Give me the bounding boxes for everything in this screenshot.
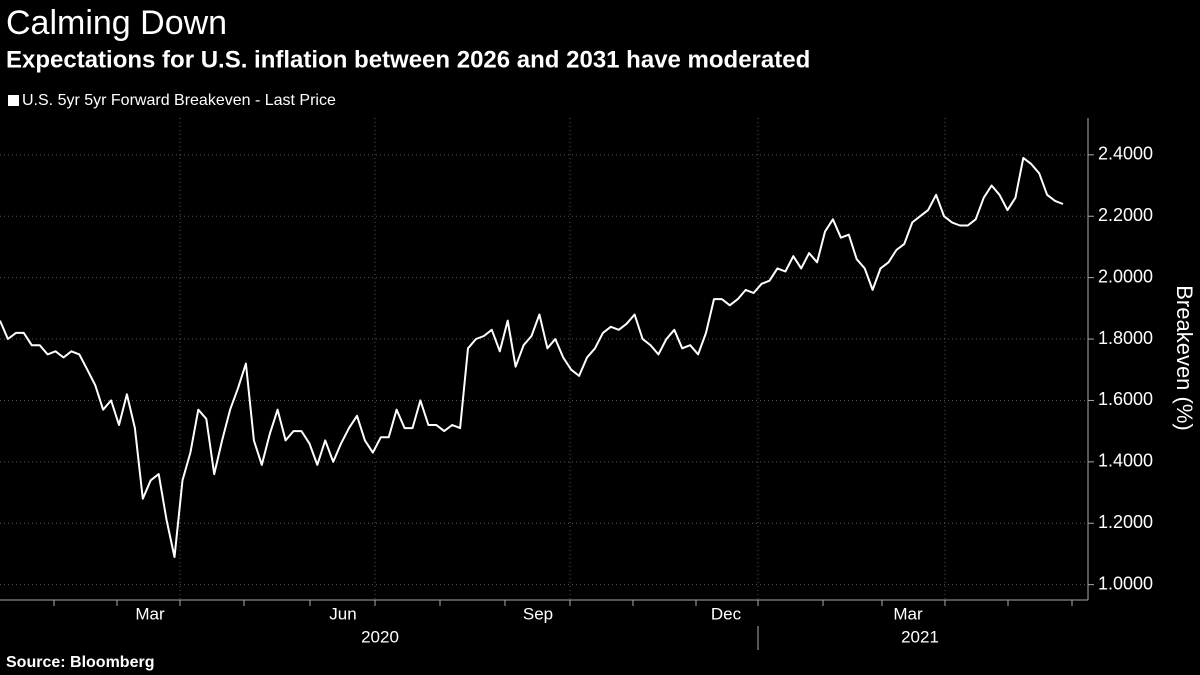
data-line [0, 156, 1064, 558]
legend-label: U.S. 5yr 5yr Forward Breakeven - Last Pr… [22, 92, 336, 109]
y-tick-label: 1.6000 [1098, 389, 1153, 409]
year-label: 2021 [901, 627, 939, 646]
x-tick-label: Sep [523, 604, 553, 623]
x-tick-label: Dec [711, 604, 742, 623]
x-minor-ticks [53, 600, 1073, 606]
y-tick-label: 2.2000 [1098, 205, 1153, 225]
vertical-grid [179, 118, 946, 600]
chart-title: Calming Down [6, 4, 227, 42]
source: Source: Bloomberg [6, 654, 154, 671]
x-tick-label: Mar [893, 604, 923, 623]
legend-swatch [8, 95, 19, 106]
y-tick-label: 2.0000 [1098, 266, 1153, 286]
y-tick-label: 1.0000 [1098, 573, 1153, 593]
y-tick-label: 2.4000 [1098, 144, 1153, 164]
y-tick-label: 1.2000 [1098, 512, 1153, 532]
y-tick-label: 1.8000 [1098, 328, 1153, 348]
y-tick-label: 1.4000 [1098, 451, 1153, 471]
chart-subtitle: Expectations for U.S. inflation between … [6, 46, 810, 73]
year-label: 2020 [361, 627, 399, 646]
y-axis-title: Breakeven (%) [1172, 285, 1197, 431]
x-tick-label: Mar [135, 604, 165, 623]
x-tick-label: Jun [329, 604, 356, 623]
